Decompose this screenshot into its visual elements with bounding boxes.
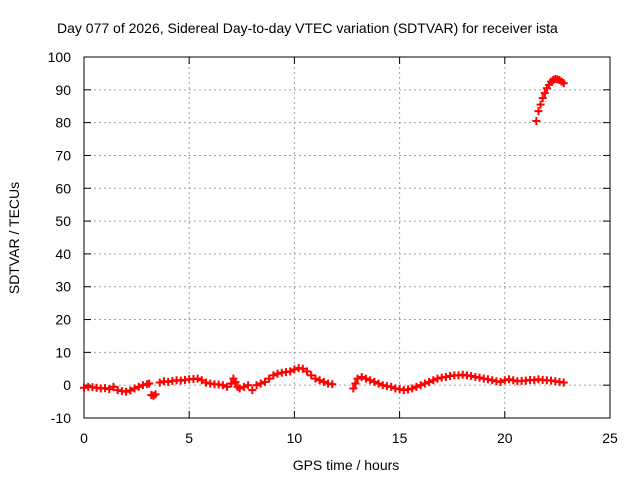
- data-point: [265, 374, 274, 383]
- y-tick-label: 50: [55, 213, 71, 229]
- data-point: [130, 384, 139, 393]
- tick-labels: -10 0 10 20 30 40 50 60 70 80 90 100 0 5 10 15 20 25: [48, 49, 618, 446]
- y-tick-label: -10: [51, 410, 71, 426]
- x-tick-label: 10: [287, 430, 303, 446]
- y-tick-label: 0: [63, 377, 71, 393]
- data-point: [235, 384, 244, 393]
- data-point: [361, 374, 370, 383]
- data-point: [252, 381, 261, 390]
- data-point: [109, 382, 118, 391]
- x-tick-label: 15: [392, 430, 408, 446]
- y-axis-label: SDTVAR / TECUs: [6, 182, 22, 294]
- data-point: [328, 380, 337, 389]
- y-tick-label: 100: [48, 49, 72, 65]
- data-point: [412, 382, 421, 391]
- data-point: [239, 382, 248, 391]
- data-point: [349, 384, 358, 393]
- data-point: [538, 94, 547, 103]
- data-point: [303, 367, 312, 376]
- data-point: [193, 374, 202, 383]
- data-point: [244, 381, 253, 390]
- y-tick-label: 20: [55, 312, 71, 328]
- data-point: [248, 386, 257, 395]
- y-tick-label: 60: [55, 180, 71, 196]
- data-point: [366, 376, 375, 385]
- data-point: [416, 381, 425, 390]
- y-tick-label: 80: [55, 115, 71, 131]
- data-point: [256, 379, 265, 388]
- data-point: [534, 107, 543, 116]
- data-point: [370, 377, 379, 386]
- y-tick-label: 10: [55, 344, 71, 360]
- data-point: [286, 367, 295, 376]
- data-point: [536, 100, 545, 109]
- data-point: [429, 376, 438, 385]
- data-point: [387, 382, 396, 391]
- data-point: [122, 387, 131, 396]
- data-point: [231, 377, 240, 386]
- grid: [84, 57, 610, 418]
- x-tick-label: 20: [497, 430, 513, 446]
- data-point: [223, 382, 232, 391]
- y-tick-label: 70: [55, 147, 71, 163]
- data-point: [496, 377, 505, 386]
- data-point: [307, 371, 316, 380]
- data-point: [105, 385, 114, 394]
- data-point: [134, 382, 143, 391]
- data-point: [290, 365, 299, 374]
- y-tick-label: 40: [55, 246, 71, 262]
- data-point: [218, 381, 227, 390]
- x-tick-label: 5: [185, 430, 193, 446]
- data-point: [420, 379, 429, 388]
- data-point: [315, 376, 324, 385]
- data-point: [151, 390, 160, 399]
- chart-title: Day 077 of 2026, Sidereal Day-to-day VTE…: [57, 20, 558, 36]
- data-point: [532, 116, 541, 125]
- plot-frame: [83, 56, 611, 419]
- data-point: [357, 372, 366, 381]
- data-point: [298, 364, 307, 373]
- data-point: [155, 378, 164, 387]
- data-point: [145, 379, 154, 388]
- x-tick-label: 25: [602, 430, 618, 446]
- data-point: [351, 379, 360, 388]
- y-tick-label: 90: [55, 82, 71, 98]
- data-point: [197, 376, 206, 385]
- data-point: [269, 371, 278, 380]
- data-point: [425, 377, 434, 386]
- data-point: [227, 379, 236, 388]
- data-point: [260, 377, 269, 386]
- data-point: [353, 374, 362, 383]
- axis-ticks: [83, 56, 611, 419]
- data-point: [559, 378, 568, 387]
- data-points: [80, 74, 568, 400]
- data-point: [540, 89, 549, 98]
- data-point: [319, 377, 328, 386]
- x-axis-label: GPS time / hours: [293, 457, 400, 473]
- x-tick-label: 0: [80, 430, 88, 446]
- data-point: [126, 386, 135, 395]
- data-point: [374, 379, 383, 388]
- data-point: [408, 384, 417, 393]
- data-point: [559, 79, 568, 88]
- data-point: [311, 374, 320, 383]
- y-tick-label: 30: [55, 279, 71, 295]
